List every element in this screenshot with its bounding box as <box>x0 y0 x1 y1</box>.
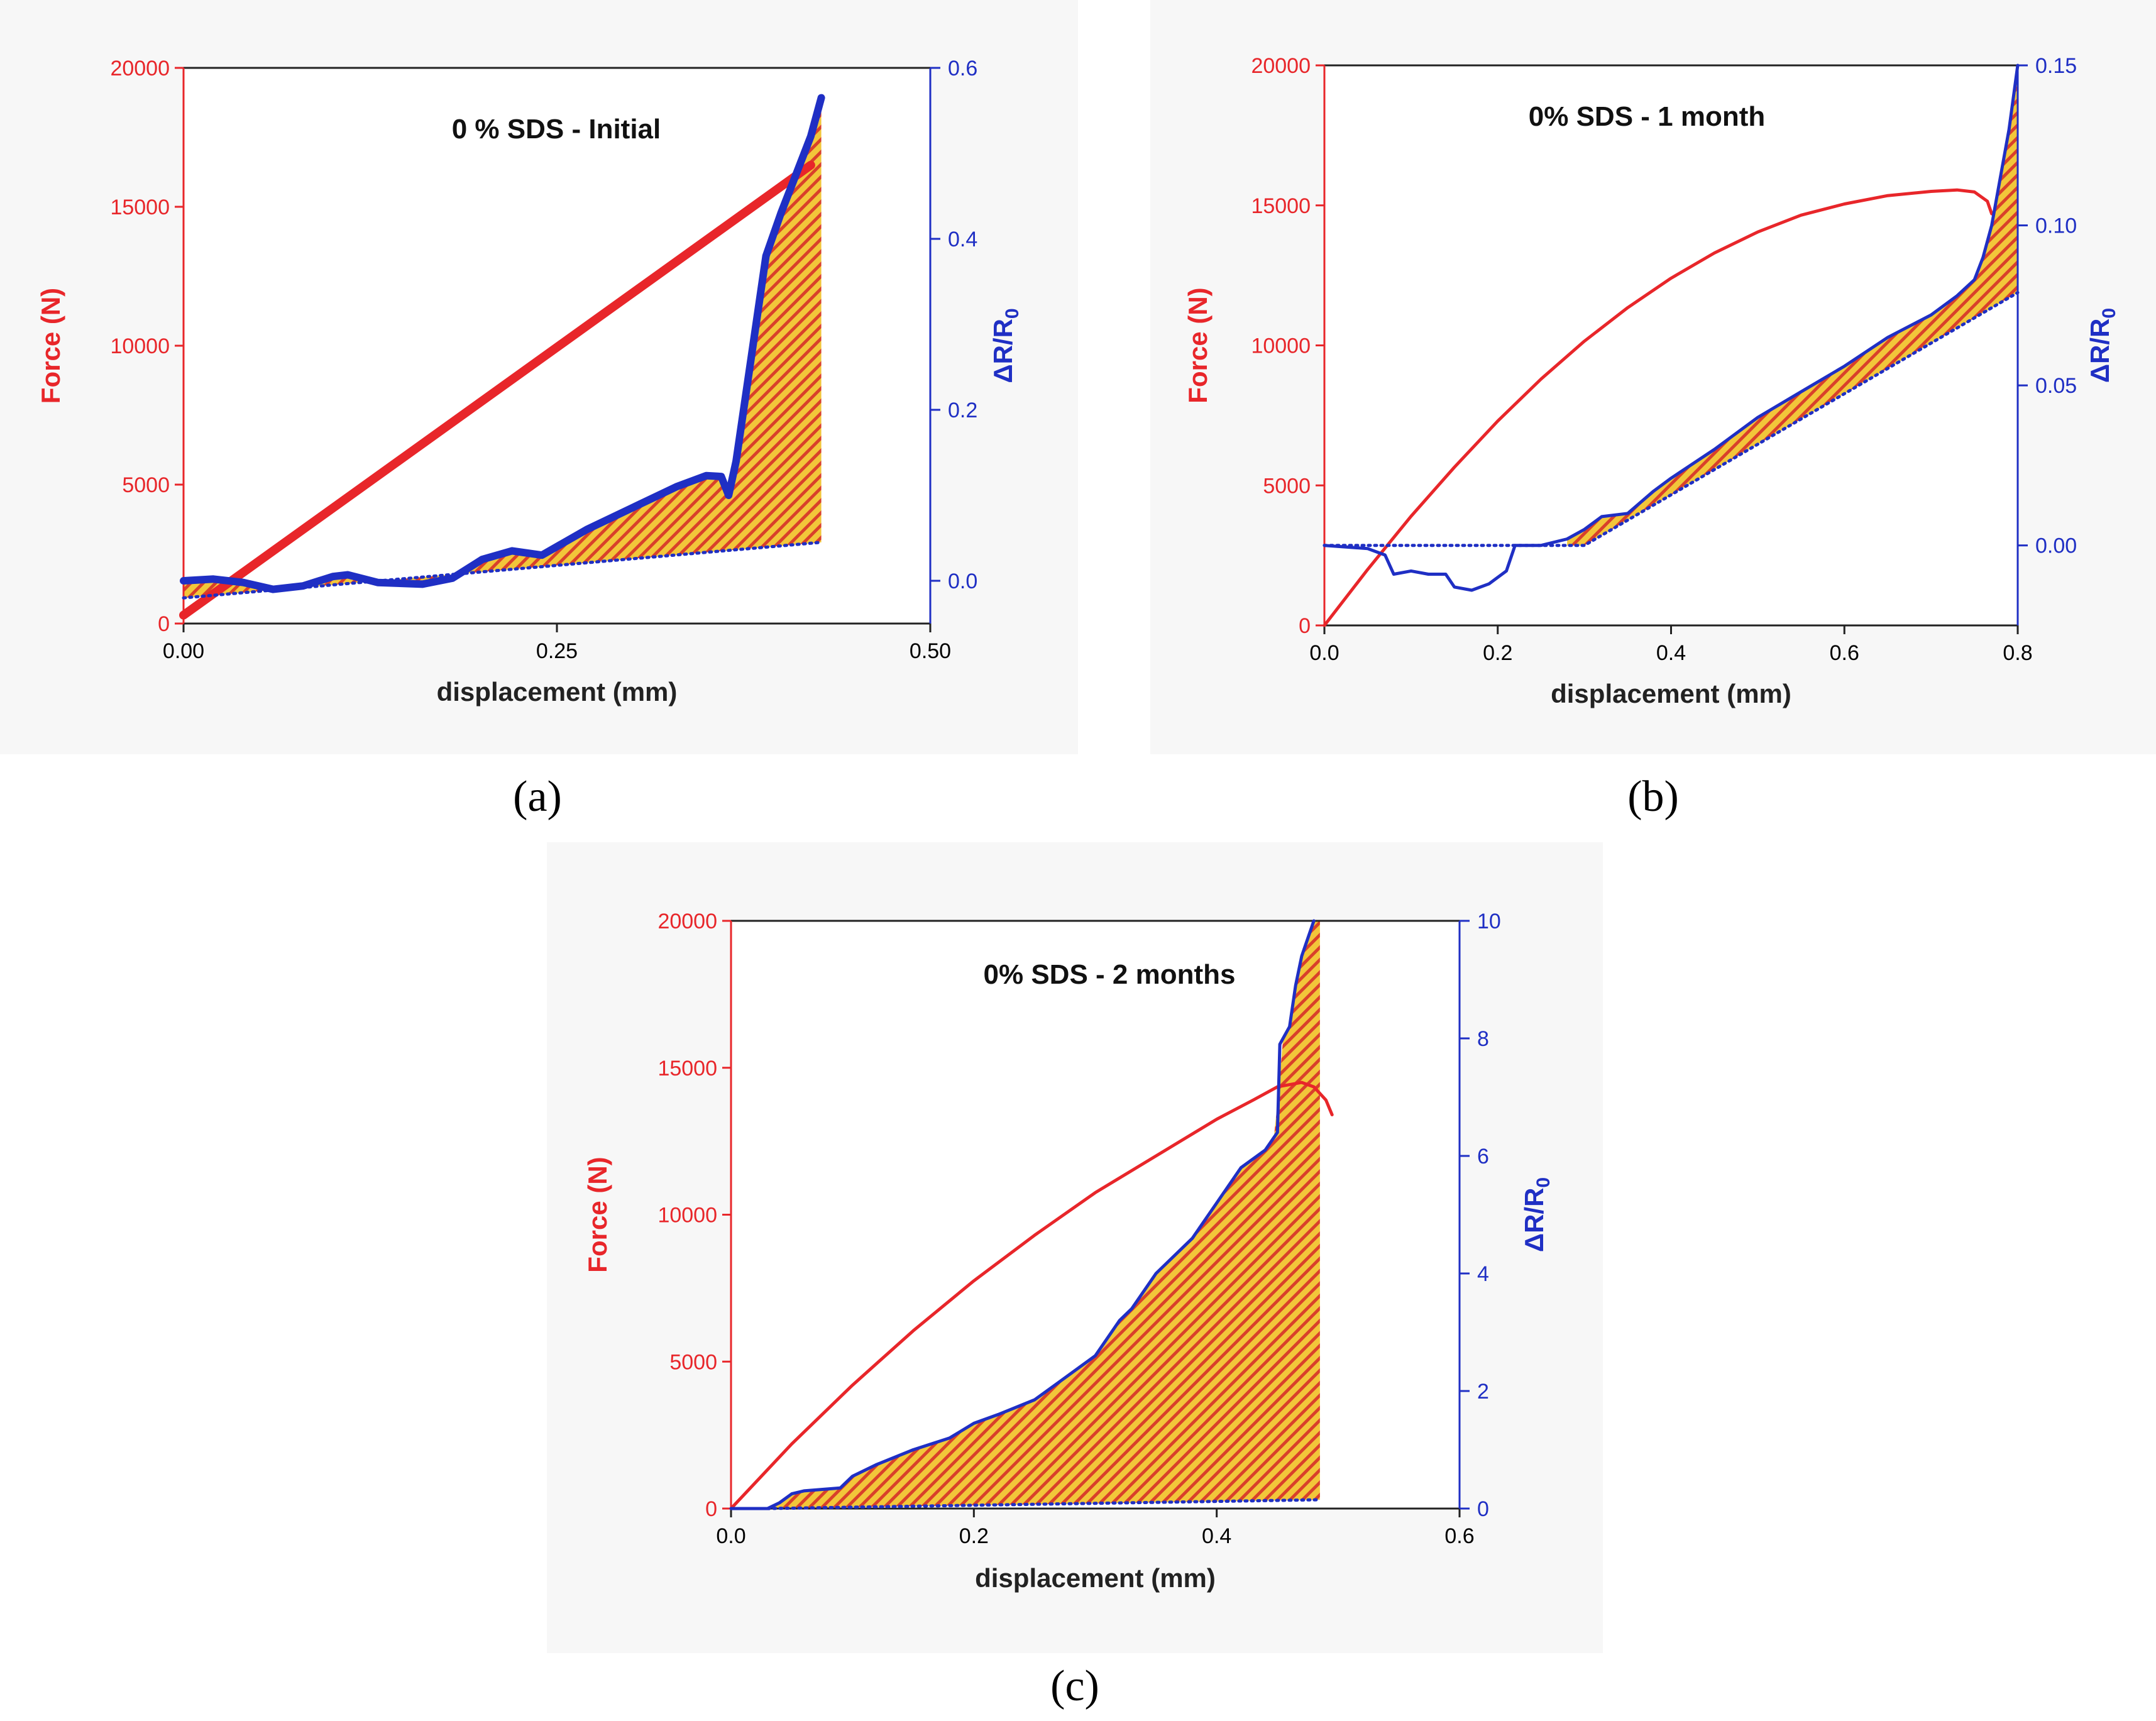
y-tick-label: 5000 <box>122 473 170 497</box>
y-tick-label: 10000 <box>1251 334 1311 358</box>
baseline-dotted-line <box>1323 291 2020 547</box>
caption-a: (a) <box>513 773 562 821</box>
x-tick-label: 0.50 <box>910 639 951 663</box>
y2-tick-label: 0.00 <box>2035 534 2077 558</box>
x-tick-label: 0.2 <box>959 1524 989 1548</box>
x-tick-label: 0.6 <box>1444 1524 1474 1548</box>
y2-axis-label: ΔR/R0 <box>988 308 1023 383</box>
y-tick-label: 15000 <box>110 195 170 219</box>
x-tick-label: 0.8 <box>2003 641 2032 665</box>
chart-title: 0% SDS - 1 month <box>1529 101 1766 132</box>
x-axis-label: displacement (mm) <box>437 677 678 707</box>
y2-tick-label: 8 <box>1477 1027 1489 1051</box>
y2-tick-label: 10 <box>1477 910 1501 933</box>
y-tick-label: 5000 <box>1263 474 1311 498</box>
x-tick-label: 0.00 <box>163 639 204 663</box>
y2-tick-label: 0.2 <box>948 399 977 422</box>
chart-panel-a: 0.00 0.25 0.50 0 5000 10000 15000 20000 0.0 0.2 0.… <box>36 57 1023 707</box>
resistance-change-line <box>1323 63 2020 592</box>
x-tick-label: 0.2 <box>1483 641 1512 665</box>
x-axis-label: displacement (mm) <box>1551 679 1791 708</box>
x-axis-label: displacement (mm) <box>975 1563 1216 1593</box>
caption-b: (b) <box>1627 773 1679 821</box>
y-axis-label: Force (N) <box>1183 287 1213 403</box>
y-tick-label: 5000 <box>669 1350 717 1374</box>
x-tick-label: 0.0 <box>716 1524 745 1548</box>
y2-tick-label: 6 <box>1477 1145 1489 1168</box>
resistance-change-line <box>729 919 1316 1510</box>
x-tick-label: 0.0 <box>1309 641 1339 665</box>
x-tick-label: 0.6 <box>1830 641 1859 665</box>
y2-tick-label: 0.15 <box>2035 54 2077 78</box>
y-tick-label: 20000 <box>1251 54 1311 78</box>
x-tick-label: 0.4 <box>1202 1524 1231 1548</box>
force-line <box>179 160 815 620</box>
y-tick-label: 10000 <box>110 334 170 358</box>
y2-tick-label: 0.4 <box>948 228 977 251</box>
y-tick-label: 15000 <box>657 1057 717 1080</box>
y-tick-label: 0 <box>1299 614 1311 638</box>
baseline-dotted-line <box>766 1498 1322 1510</box>
chart-panel-b: 0.0 0.2 0.4 0.6 0.8 0 5000 10000 15000 20000 0.00 0… <box>1183 54 2120 708</box>
y2-axis-label: ΔR/R0 <box>1519 1177 1554 1252</box>
y-tick-label: 20000 <box>110 57 170 80</box>
force-line <box>729 1080 1334 1510</box>
y2-tick-label: 2 <box>1477 1380 1489 1404</box>
hatched-area <box>767 921 1320 1509</box>
y-axis-label: Force (N) <box>36 288 65 404</box>
x-tick-label: 0.4 <box>1656 641 1686 665</box>
chart-title: 0% SDS - 2 months <box>984 959 1236 990</box>
y-axis-label: Force (N) <box>583 1157 612 1272</box>
x-tick-label: 0.25 <box>536 639 578 663</box>
resistance-change-line <box>180 94 825 593</box>
y-tick-label: 15000 <box>1251 194 1311 218</box>
chart-title: 0 % SDS - Initial <box>452 114 661 145</box>
y2-tick-label: 4 <box>1477 1262 1489 1286</box>
y2-tick-label: 0.0 <box>948 569 977 593</box>
y-tick-label: 0 <box>705 1497 717 1521</box>
y2-tick-label: 0.6 <box>948 57 977 80</box>
baseline-dotted-line <box>182 541 823 600</box>
force-line <box>1323 188 1994 627</box>
y-tick-label: 0 <box>158 612 170 636</box>
caption-c: (c) <box>1050 1662 1099 1710</box>
y-tick-label: 20000 <box>657 910 717 933</box>
y2-tick-label: 0.05 <box>2035 374 2077 398</box>
chart-panel-c: 0.0 0.2 0.4 0.60500010000150002000002468100… <box>583 910 1554 1593</box>
y-tick-label: 10000 <box>657 1204 717 1228</box>
y2-tick-label: 0.10 <box>2035 214 2077 238</box>
y2-tick-label: 0 <box>1477 1497 1489 1521</box>
y2-axis-label: ΔR/R0 <box>2085 308 2120 383</box>
